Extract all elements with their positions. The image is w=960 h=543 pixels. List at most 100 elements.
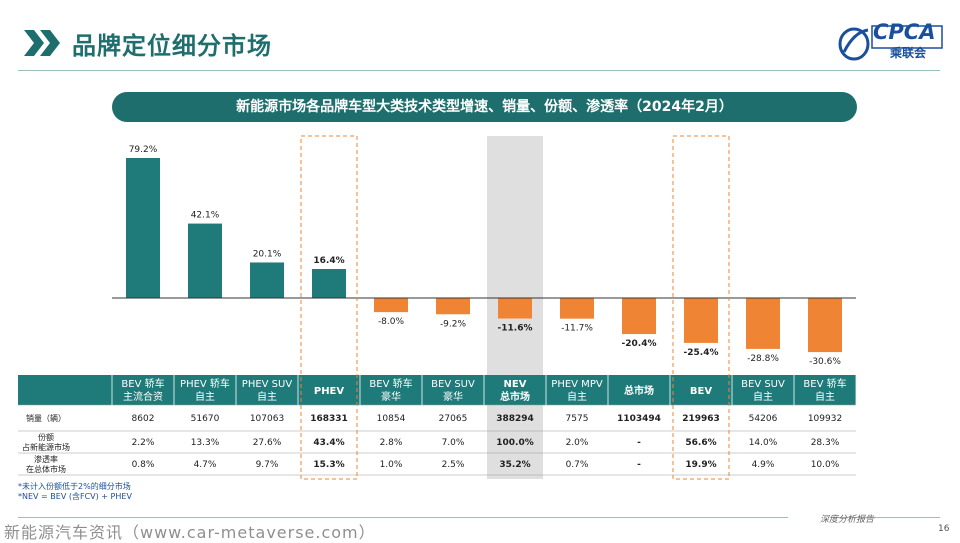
table-cell: 2.2% xyxy=(132,438,155,448)
category-label: 主流合资 xyxy=(123,390,163,403)
table-cell: 7575 xyxy=(566,414,589,424)
bar-value-label: -20.4% xyxy=(622,339,657,349)
table-cell: 168331 xyxy=(310,414,348,424)
table-cell: 51670 xyxy=(191,414,220,424)
category-label: 总市场 xyxy=(624,384,654,397)
footnote-share: *未计入份额低于2%的细分市场 xyxy=(18,482,131,491)
table-cell: 0.8% xyxy=(132,460,155,470)
bar-10 xyxy=(746,298,780,349)
bar-9 xyxy=(684,298,718,343)
category-label: 自主 xyxy=(195,390,215,403)
category-label: PHEV xyxy=(314,386,345,397)
table-cell: 219963 xyxy=(682,414,720,424)
bar-value-label: 20.1% xyxy=(253,249,282,259)
table-cell: 43.4% xyxy=(313,438,344,448)
category-label: 自主 xyxy=(753,390,773,403)
footnote-nev: *NEV = BEV (含FCV) + PHEV xyxy=(18,492,132,501)
bar-5 xyxy=(436,298,470,315)
table-cell: 107063 xyxy=(250,414,284,424)
table-cell: 1.0% xyxy=(380,460,403,470)
bar-value-label: -11.6% xyxy=(498,324,533,334)
category-label: BEV 轿车 xyxy=(121,377,164,390)
chart-title-banner: 新能源市场各品牌车型大类技术类型增速、销量、份额、渗透率（2024年2月） xyxy=(112,92,857,122)
table-cell: 2.5% xyxy=(442,460,465,470)
table-cell: 388294 xyxy=(496,414,534,424)
table-cell: 54206 xyxy=(749,414,778,424)
chevron-double-icon xyxy=(24,30,60,56)
table-cell: 9.7% xyxy=(256,460,279,470)
footer-divider-right xyxy=(830,517,940,518)
category-label: 总市场 xyxy=(500,390,530,403)
table-cell: 109932 xyxy=(808,414,842,424)
bar-1 xyxy=(188,223,222,298)
table-cell: 4.7% xyxy=(194,460,217,470)
bar-value-label: -11.7% xyxy=(561,324,593,334)
category-label: 豪华 xyxy=(381,390,401,403)
table-cell: 100.0% xyxy=(496,438,534,448)
bar-value-label: -30.6% xyxy=(809,357,841,367)
category-label: BEV 轿车 xyxy=(803,377,846,390)
category-label: PHEV 轿车 xyxy=(180,377,230,390)
bar-value-label: 16.4% xyxy=(313,256,344,266)
row-label: 在总体市场 xyxy=(26,464,66,474)
category-label: NEV xyxy=(504,379,527,390)
category-label: BEV SUV xyxy=(431,379,475,390)
cpca-logo-icon xyxy=(838,25,943,61)
category-label: BEV xyxy=(690,386,712,397)
table-cell: 7.0% xyxy=(442,438,465,448)
table-cell: 2.0% xyxy=(566,438,589,448)
table-cell: 28.3% xyxy=(811,438,840,448)
highlight-box-3 xyxy=(300,135,358,480)
category-label: PHEV SUV xyxy=(242,379,293,390)
source-watermark: 新能源汽车资讯（www.car-metaverse.com） xyxy=(4,523,376,542)
page-title: 品牌定位细分市场 xyxy=(72,32,272,60)
bar-11 xyxy=(808,298,842,353)
bar-value-label: 79.2% xyxy=(129,145,158,155)
row-label: 份额 xyxy=(38,432,54,442)
table-cell: 8602 xyxy=(132,414,155,424)
category-label: PHEV MPV xyxy=(551,379,603,390)
highlight-box-9 xyxy=(672,135,730,480)
table-cell: 35.2% xyxy=(499,460,530,470)
bar-6 xyxy=(498,298,532,319)
category-label: 豪华 xyxy=(443,390,463,403)
category-label: 自主 xyxy=(815,390,835,403)
bar-7 xyxy=(560,298,594,319)
bar-value-label: -9.2% xyxy=(440,319,467,329)
page-number: 16 xyxy=(938,524,950,534)
bar-value-label: -25.4% xyxy=(684,348,719,358)
row-label: 渗透率 xyxy=(34,454,58,464)
logo-subtext: 乘联会 xyxy=(890,46,927,60)
table-cell: 10.0% xyxy=(811,460,840,470)
logo-text: CPCA xyxy=(873,20,936,44)
bar-2 xyxy=(250,262,284,298)
table-cell: 1103494 xyxy=(617,414,661,424)
table-cell: 0.7% xyxy=(566,460,589,470)
footer-tag: 深度分析报告 xyxy=(820,515,875,525)
table-cell: 56.6% xyxy=(685,438,716,448)
category-label: 自主 xyxy=(257,390,277,403)
bar-value-label: 42.1% xyxy=(191,211,220,221)
table-cell: 4.9% xyxy=(752,460,775,470)
table-cell: 15.3% xyxy=(313,460,344,470)
table-cell: - xyxy=(637,438,641,448)
footer-divider xyxy=(18,517,788,518)
category-label: BEV 轿车 xyxy=(369,377,412,390)
category-label: 自主 xyxy=(567,390,587,403)
bar-value-label: -8.0% xyxy=(378,317,405,327)
row-label: 占新能源市场 xyxy=(22,442,70,452)
table-cell: 13.3% xyxy=(191,438,220,448)
header-divider xyxy=(18,70,940,71)
table-cell: 2.8% xyxy=(380,438,403,448)
table-header-band xyxy=(18,375,856,405)
row-label: 销量（辆） xyxy=(26,413,66,423)
table-cell: - xyxy=(637,460,641,470)
category-label: BEV SUV xyxy=(741,379,785,390)
bar-4 xyxy=(374,298,408,313)
bar-value-label: -28.8% xyxy=(747,354,779,364)
table-cell: 27.6% xyxy=(253,438,282,448)
bar-8 xyxy=(622,298,656,335)
bar-0 xyxy=(126,158,160,298)
table-cell: 14.0% xyxy=(749,438,778,448)
